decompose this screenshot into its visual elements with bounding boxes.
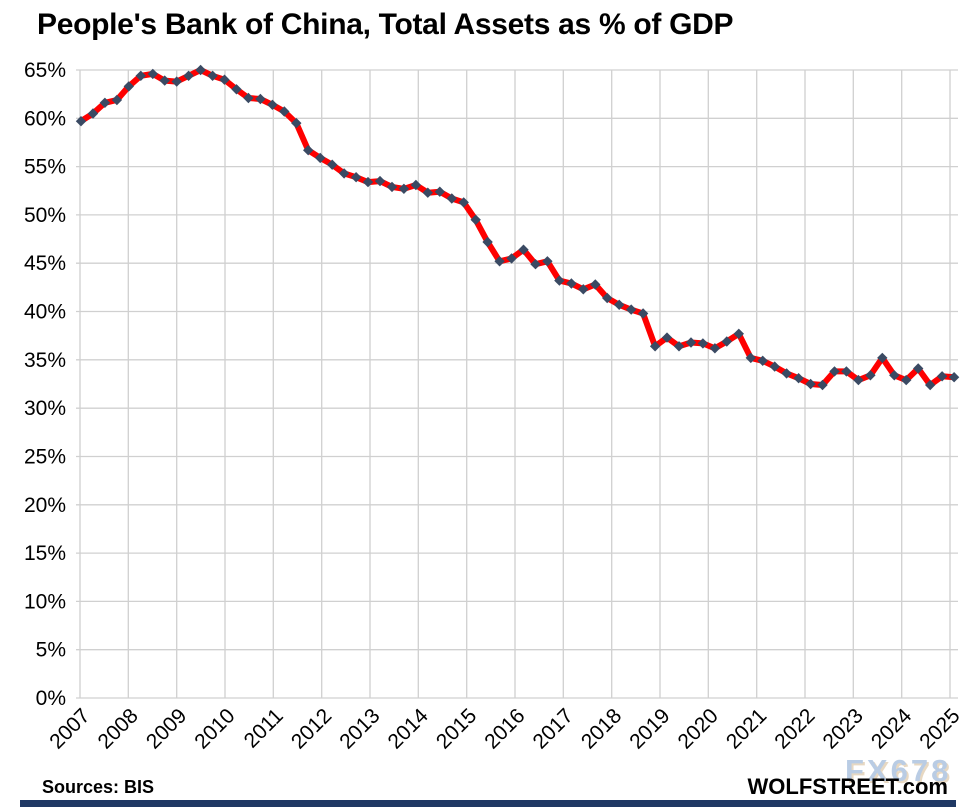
svg-text:0%: 0%	[36, 687, 66, 710]
svg-text:2013: 2013	[335, 704, 384, 753]
svg-text:15%: 15%	[24, 542, 66, 565]
fx678-watermark: FX678	[845, 753, 952, 788]
svg-text:2021: 2021	[722, 704, 771, 753]
sources-label: Sources: BIS	[42, 777, 155, 797]
svg-text:2010: 2010	[190, 704, 239, 753]
svg-text:2018: 2018	[577, 704, 626, 753]
svg-text:2009: 2009	[142, 704, 191, 753]
svg-text:2019: 2019	[625, 704, 674, 753]
svg-text:2022: 2022	[770, 704, 819, 753]
svg-text:35%: 35%	[24, 349, 66, 372]
svg-text:2023: 2023	[819, 704, 868, 753]
svg-text:50%: 50%	[24, 204, 66, 227]
svg-text:30%: 30%	[24, 397, 66, 420]
bottom-accent-bar	[20, 800, 956, 807]
chart-title: People's Bank of China, Total Assets as …	[37, 8, 734, 41]
svg-text:2007: 2007	[45, 704, 94, 753]
svg-text:2024: 2024	[867, 704, 917, 754]
svg-text:2011: 2011	[240, 704, 288, 752]
svg-text:45%: 45%	[24, 252, 66, 275]
svg-text:2025: 2025	[915, 704, 964, 753]
svg-text:20%: 20%	[24, 494, 66, 517]
wolfstreet-branding: WOLFSTREET.com	[747, 774, 948, 799]
svg-text:40%: 40%	[24, 301, 66, 324]
svg-text:2012: 2012	[287, 704, 336, 753]
svg-text:65%: 65%	[24, 59, 66, 82]
svg-text:5%: 5%	[36, 639, 66, 662]
svg-text:10%: 10%	[24, 590, 66, 613]
svg-text:2014: 2014	[384, 704, 434, 754]
svg-text:2008: 2008	[94, 704, 143, 753]
svg-text:2016: 2016	[480, 704, 529, 753]
svg-text:25%: 25%	[24, 446, 66, 469]
svg-text:60%: 60%	[24, 107, 66, 130]
svg-text:55%: 55%	[24, 156, 66, 179]
svg-text:2020: 2020	[674, 704, 723, 753]
svg-text:2015: 2015	[432, 704, 481, 753]
assets-gdp-line-chart: 0% 5% 10% 15% 20% 25% 30% 35% 40% 45% 50% 55% 60% 65%…	[24, 59, 965, 754]
svg-text:2017: 2017	[529, 704, 578, 753]
